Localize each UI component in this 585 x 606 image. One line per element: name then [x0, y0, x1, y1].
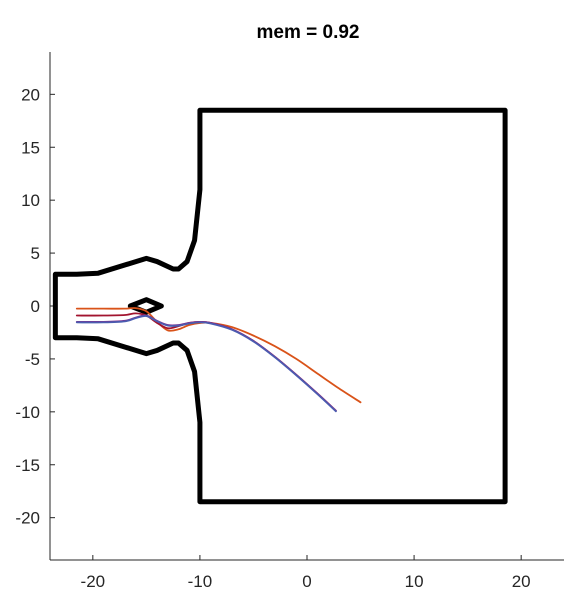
series-line-4 — [75, 315, 337, 413]
series-line-1 — [75, 307, 362, 404]
x-tick-label: -10 — [188, 572, 213, 591]
diamond-obstacle — [127, 297, 164, 315]
x-tick-label: -20 — [81, 572, 106, 591]
channel-wall — [52, 107, 508, 505]
axes: -20 -10 0 10 20 -20 -15 -10 -5 0 5 10 15 20 — [15, 52, 564, 591]
x-tick-label: 0 — [302, 572, 311, 591]
chart-title: mem = 0.92 — [257, 22, 360, 43]
y-tick-label: -5 — [25, 350, 40, 369]
y-tick-label: 15 — [21, 138, 40, 157]
series-line-3 — [75, 314, 337, 412]
y-tick-label: 10 — [21, 191, 40, 210]
y-tick-label: 0 — [31, 297, 40, 316]
x-tick-label: 20 — [512, 572, 531, 591]
y-tick-label: 20 — [21, 85, 40, 104]
series-line-2 — [75, 312, 337, 412]
y-tick-label: -10 — [15, 403, 40, 422]
y-tick-label: 5 — [31, 244, 40, 263]
x-tick-label: 10 — [405, 572, 424, 591]
boundaries — [52, 107, 508, 505]
y-tick-label: -20 — [15, 509, 40, 528]
series-group — [75, 307, 362, 413]
y-tick-label: -15 — [15, 456, 40, 475]
